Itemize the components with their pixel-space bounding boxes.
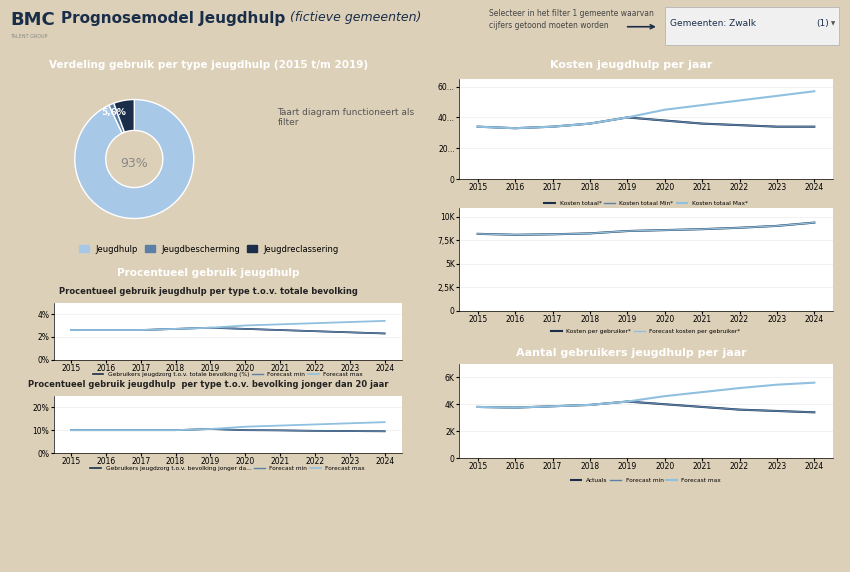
Wedge shape (114, 100, 134, 132)
Text: Procentueel gebruik jeugdhulp  per type t.o.v. bevolking jonger dan 20 jaar: Procentueel gebruik jeugdhulp per type t… (28, 380, 389, 390)
Legend: Actuals, Forecast min, Forecast max: Actuals, Forecast min, Forecast max (569, 476, 723, 486)
Text: Aantal gebruikers jeugdhulp per jaar: Aantal gebruikers jeugdhulp per jaar (516, 348, 746, 358)
Legend: Kosten per gebruiker*, Forecast kosten per gebruiker*: Kosten per gebruiker*, Forecast kosten p… (549, 327, 743, 336)
Text: 5,6%: 5,6% (101, 108, 126, 117)
Text: (fictieve gemeenten): (fictieve gemeenten) (286, 11, 422, 23)
Legend: Jeugdhulp, Jeugdbescherming, Jeugdreclassering: Jeugdhulp, Jeugdbescherming, Jeugdreclas… (76, 241, 342, 257)
FancyBboxPatch shape (665, 7, 839, 45)
Legend: Gebruikers jeugdzorg t.o.v. totale bevolking (%), Forecast min, Forecast max: Gebruikers jeugdzorg t.o.v. totale bevol… (90, 370, 366, 380)
Text: Kosten jeugdhulp per jaar: Kosten jeugdhulp per jaar (550, 60, 712, 70)
Text: Procentueel gebruik jeugdhulp per type t.o.v. totale bevolking: Procentueel gebruik jeugdhulp per type t… (60, 287, 358, 296)
Text: (1): (1) (816, 19, 829, 28)
Wedge shape (109, 103, 124, 133)
Text: Taart diagram functioneert als
filter: Taart diagram functioneert als filter (277, 108, 415, 127)
Text: Procentueel gebruik jeugdhulp: Procentueel gebruik jeugdhulp (117, 268, 300, 278)
Text: Verdeling gebruik per type jeugdhulp (2015 t/m 2019): Verdeling gebruik per type jeugdhulp (20… (49, 60, 368, 70)
Legend: Gebruikers jeugdzorg t.o.v. bevolking jonger da..., Forecast min, Forecast max: Gebruikers jeugdzorg t.o.v. bevolking jo… (88, 463, 367, 473)
Text: BMC: BMC (10, 11, 55, 29)
Text: Prognosemodel Jeugdhulp: Prognosemodel Jeugdhulp (61, 11, 286, 26)
Legend: Kosten totaal*, Kosten totaal Min*, Kosten totaal Max*: Kosten totaal*, Kosten totaal Min*, Kost… (542, 198, 750, 208)
FancyArrowPatch shape (627, 25, 654, 29)
Text: ▼: ▼ (831, 21, 836, 26)
Wedge shape (75, 100, 194, 219)
Text: TALENT GROUP: TALENT GROUP (10, 34, 48, 39)
Text: Selecteer in het filter 1 gemeente waarvan
cijfers getoond moeten worden: Selecteer in het filter 1 gemeente waarv… (489, 9, 654, 30)
Text: Gemeenten: Zwalk: Gemeenten: Zwalk (670, 19, 756, 28)
Text: 93%: 93% (121, 157, 148, 170)
